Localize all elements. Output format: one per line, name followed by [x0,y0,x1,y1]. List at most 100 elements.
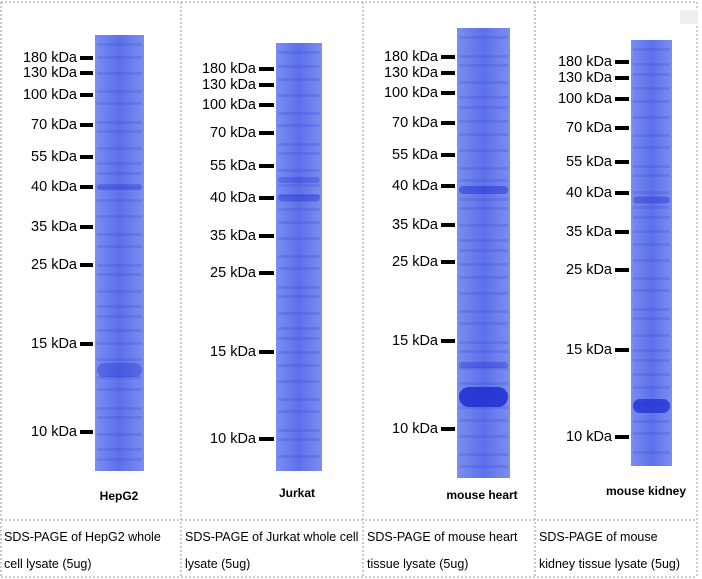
marker-tick [441,153,455,157]
marker-tick [615,230,629,234]
marker-tick [441,223,455,227]
marker-label: 40 kDa [392,178,439,194]
caption: SDS-PAGE of mouse kidney tissue lysate (… [539,530,681,571]
gel-lane [457,28,510,478]
gel-band [97,233,142,236]
gel-band [633,386,670,389]
gel-lane [276,43,322,471]
gel-band [633,63,670,66]
gel-band [459,96,508,99]
sample-label: mouse kidney [606,484,686,498]
marker-label: 70 kDa [210,125,257,141]
marker-tick [259,83,274,87]
gel-band [633,373,670,376]
marker-tick [441,339,455,343]
gel-band [459,350,508,353]
marker-label: 55 kDa [566,154,613,170]
sample-label: mouse heart [446,488,517,502]
gel-band [278,255,320,258]
gel-band [459,367,508,370]
caption: SDS-PAGE of HepG2 whole cell lysate (5ug… [4,530,161,571]
marker-label: 35 kDa [566,224,613,240]
gel-band-strong [459,387,508,407]
sample-label: HepG2 [100,489,139,503]
marker-label: 35 kDa [392,217,439,233]
gel-band [459,36,508,39]
marker-label: 25 kDa [566,262,613,278]
gel-band [633,116,670,119]
marker-tick [80,155,93,159]
gel-band [97,458,142,461]
gel-band [97,342,142,345]
gel-band [278,351,320,354]
marker-label: 55 kDa [31,149,78,165]
gel-band [97,199,142,202]
marker-tick [259,196,274,200]
gel-band [278,112,320,115]
gel-band-strong [459,186,508,194]
marker-label: 130 kDa [384,65,439,81]
marker-tick [441,121,455,125]
gel-band [278,65,320,68]
marker-label: 100 kDa [384,85,439,101]
marker-tick [615,268,629,272]
marker-tick [259,271,274,275]
gel-band [459,465,508,468]
overflow-icon [680,10,698,24]
caption: SDS-PAGE of Jurkat whole cell lysate (5u… [185,530,359,571]
gel-band [459,249,508,252]
gel-band [633,420,670,423]
gel-band [633,277,670,280]
marker-tick [80,56,93,60]
gel-band [278,237,320,240]
gel-band [278,312,320,315]
marker-label: 180 kDa [558,54,613,70]
gel-band [97,186,142,189]
gel-band [633,134,670,137]
marker-label: 100 kDa [23,87,78,103]
gel-band [97,130,142,133]
gel-band [278,169,320,172]
gel-band [633,165,670,168]
sample-label: Jurkat [279,486,315,500]
marker-tick [80,342,93,346]
gel-band [97,72,142,75]
gel-band [97,147,142,150]
marker-tick [80,263,93,267]
gel-band [459,435,508,438]
marker-tick [615,191,629,195]
marker-label: 25 kDa [392,254,439,270]
gel-band [633,146,670,149]
gel-band [97,407,142,410]
marker-tick [615,126,629,130]
marker-tick [441,427,455,431]
gel-band-strong [97,184,142,190]
marker-label: 130 kDa [23,65,78,81]
gel-band [459,322,508,325]
gel-band [459,310,508,313]
gel-band [97,388,142,391]
gel-band [278,221,320,224]
gel-band [278,410,320,413]
gel-band [278,438,320,441]
gel-band [633,259,670,262]
gel-band-strong [278,177,320,183]
gel-band [633,289,670,292]
marker-label: 10 kDa [566,429,613,445]
gel-band [459,179,508,182]
gel-band [278,295,320,298]
gel-band [633,432,670,435]
gel-band [459,341,508,344]
gel-band [633,48,670,51]
gel-band [633,230,670,233]
gel-band [459,120,508,123]
gel-band [459,263,508,266]
gel-band-strong [633,196,670,204]
gel-band [97,329,142,332]
gel-band [97,162,142,165]
marker-tick [441,184,455,188]
gel-band [459,453,508,456]
